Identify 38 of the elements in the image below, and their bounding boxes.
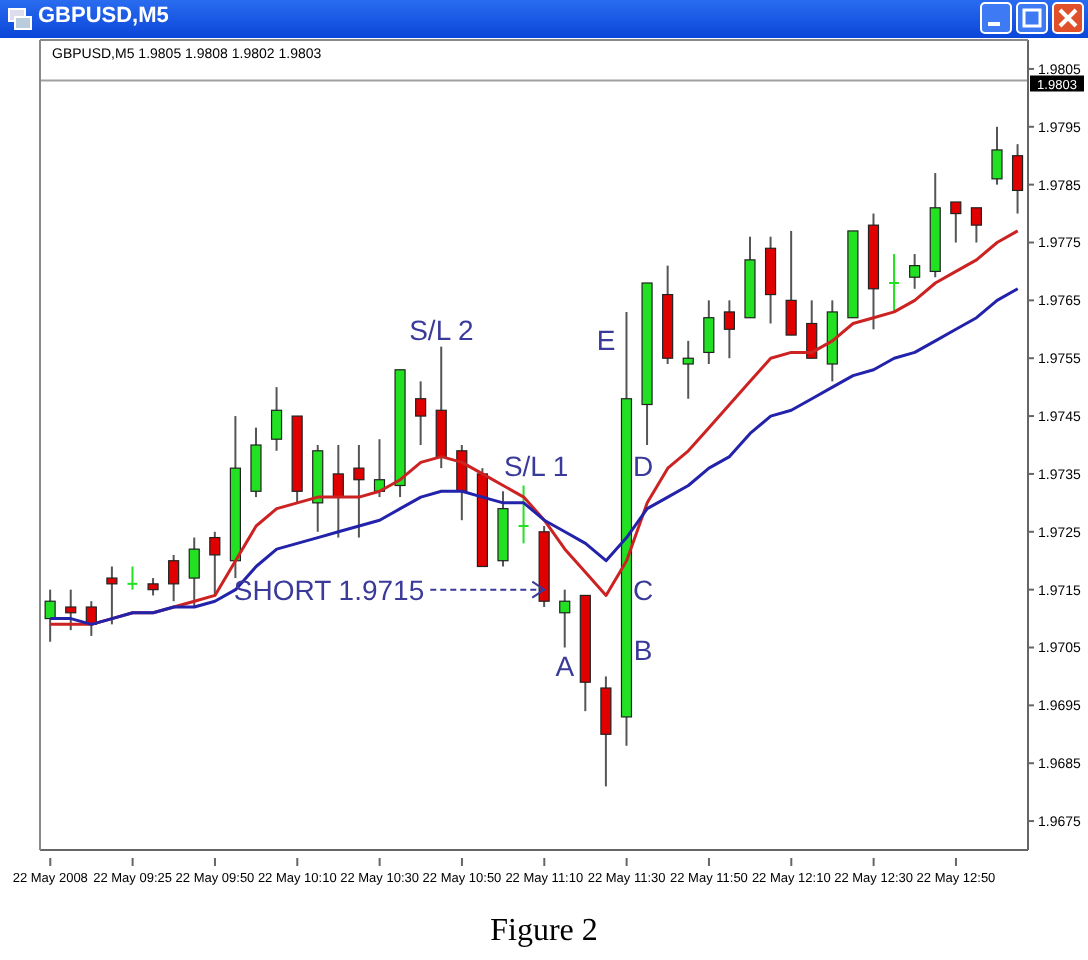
candlestick [950, 201, 962, 244]
candlestick [250, 426, 262, 499]
annotation: C [632, 574, 654, 606]
candlestick [682, 339, 694, 400]
candlestick [1011, 143, 1024, 215]
candlestick [888, 253, 901, 313]
annotation: E [596, 324, 616, 356]
candlestick [415, 380, 427, 446]
candlestick [600, 675, 612, 788]
candlestick [44, 588, 56, 643]
candlestick [909, 253, 921, 290]
candlestick [188, 536, 200, 608]
candlestick [270, 386, 283, 452]
candlestick [723, 299, 735, 360]
candlestick [764, 235, 777, 325]
candlestick [806, 299, 818, 360]
candlestick [106, 565, 118, 626]
annotation: SHORT 1.9715 [233, 573, 425, 606]
candlestick [332, 444, 344, 539]
annotation: S/L 2 [409, 314, 474, 346]
candlestick [209, 530, 221, 597]
candlestick [126, 565, 139, 591]
candlestick [353, 444, 365, 539]
candlestick [703, 299, 715, 365]
candlestick [168, 553, 180, 603]
annotation: S/L 1 [503, 450, 569, 482]
annotation: A [555, 650, 576, 682]
candlestick [559, 588, 571, 649]
annotation: B [633, 634, 653, 666]
chart-title: GBPUSD,M5 [38, 4, 169, 28]
candlestick [991, 125, 1003, 186]
caption: Figure 2 [490, 914, 598, 948]
candlestick [970, 206, 982, 244]
candlestick [65, 588, 77, 632]
candlestick [517, 484, 530, 545]
candlestick [435, 345, 447, 470]
candlestick [785, 229, 797, 337]
annotation: D [632, 450, 654, 482]
